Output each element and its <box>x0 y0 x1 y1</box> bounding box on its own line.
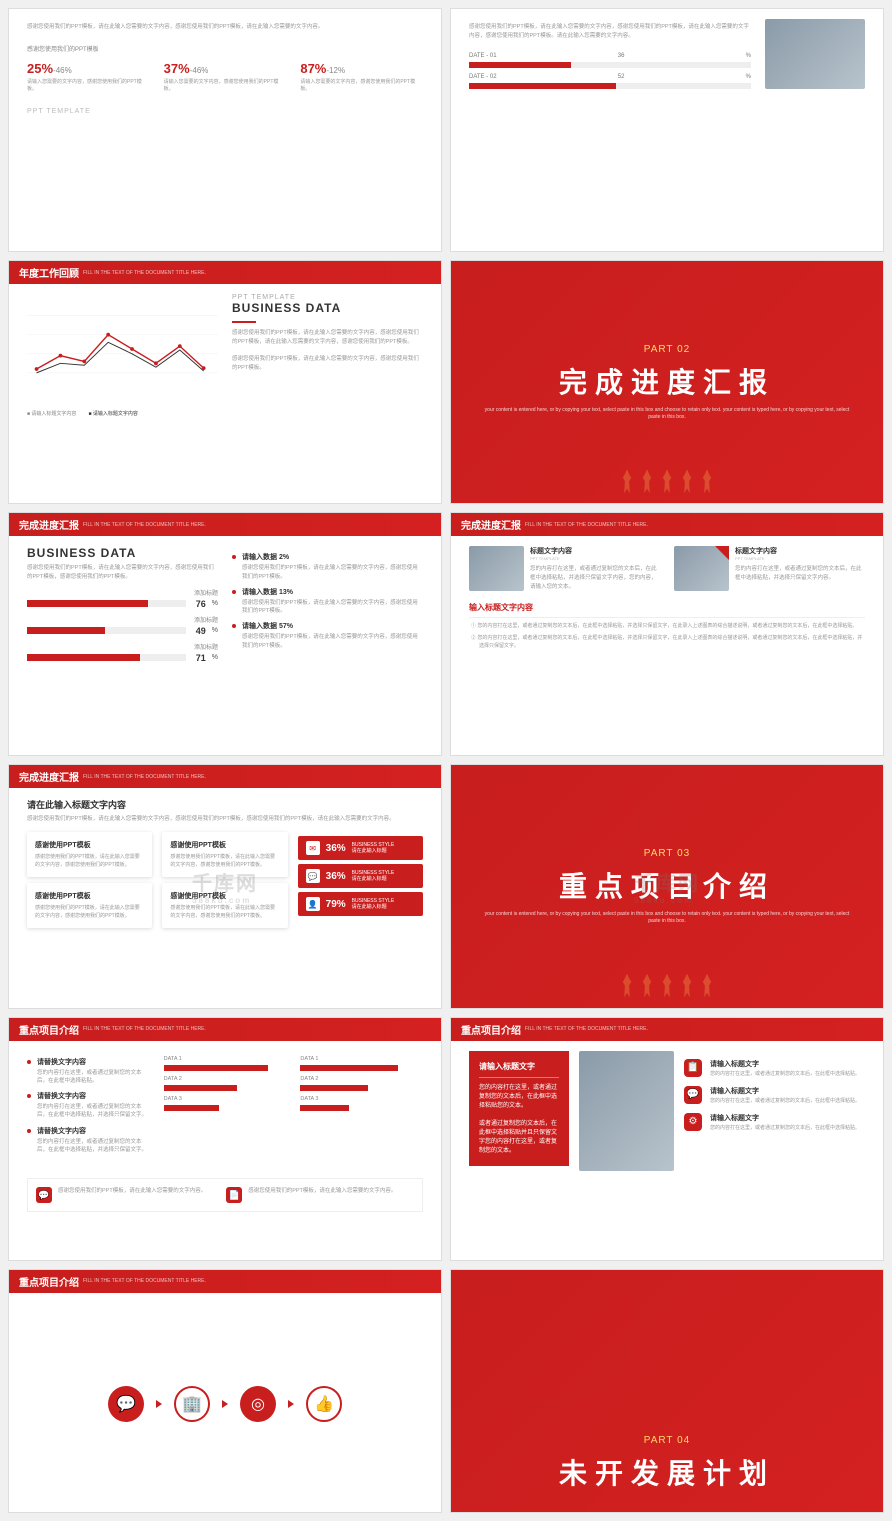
gear-icon: ⚙ <box>684 1113 702 1131</box>
desc: 感谢您使用我们的PPT模板，请在此输入您需要的文字内容，感谢您使用我们的PPT模… <box>469 23 751 41</box>
doc-icon: 📋 <box>684 1059 702 1077</box>
mail-icon: ✉ <box>306 841 320 855</box>
slide-9: 重点项目介绍FILL IN THE TEXT OF THE DOCUMENT T… <box>8 1017 442 1261</box>
slide-4-section: PART 02 完成进度汇报 your content is entered h… <box>450 260 884 504</box>
slide-1: 感谢您使用我们的PPT模板，请在此输入您需要的文字内容，感谢您使用我们的PPT模… <box>8 8 442 252</box>
chat-icon: 💬 <box>684 1086 702 1104</box>
image-placeholder <box>674 546 729 591</box>
user-icon: 👤 <box>306 897 320 911</box>
ppt-label: PPT TEMPLATE <box>27 108 423 115</box>
slide-12-section: PART 04 未开发展计划 <box>450 1269 884 1513</box>
image-placeholder <box>765 19 865 89</box>
image-placeholder <box>469 546 524 591</box>
slide-2: 感谢您使用我们的PPT模板，请在此输入您需要的文字内容，感谢您使用我们的PPT模… <box>450 8 884 252</box>
arrow-icon <box>288 1400 294 1408</box>
doc-icon: 📄 <box>226 1187 242 1203</box>
building-icon: 🏢 <box>174 1386 210 1422</box>
chat-icon: 💬 <box>36 1187 52 1203</box>
thumbs-icon: 👍 <box>306 1386 342 1422</box>
chat-icon: 💬 <box>306 869 320 883</box>
desc: 感谢您使用我们的PPT模板，请在此输入您需要的文字内容，感谢您使用我们的PPT模… <box>27 23 423 32</box>
stat-row: 25%-46%请输入您需要的文字内容，感谢您使用我们的PPT模板。 37%-46… <box>27 61 423 94</box>
thanks-label: 感谢您使用我们的PPT模板 <box>27 44 423 53</box>
target-icon: ◎ <box>240 1386 276 1422</box>
slide-6: 完成进度汇报FILL IN THE TEXT OF THE DOCUMENT T… <box>450 512 884 756</box>
arrow-icon <box>156 1400 162 1408</box>
slide-8-section: PART 03 重点项目介绍 your content is entered h… <box>450 764 884 1008</box>
line-chart <box>27 294 218 404</box>
slide-7: 完成进度汇报FILL IN THE TEXT OF THE DOCUMENT T… <box>8 764 442 1008</box>
slide-5: 完成进度汇报FILL IN THE TEXT OF THE DOCUMENT T… <box>8 512 442 756</box>
image-placeholder <box>579 1051 674 1171</box>
arrow-icon <box>222 1400 228 1408</box>
slide-3: 年度工作回顾FILL IN THE TEXT OF THE DOCUMENT T… <box>8 260 442 504</box>
slide-10: 重点项目介绍FILL IN THE TEXT OF THE DOCUMENT T… <box>450 1017 884 1261</box>
slide-grid: 感谢您使用我们的PPT模板，请在此输入您需要的文字内容，感谢您使用我们的PPT模… <box>0 0 892 1521</box>
slide-11: 重点项目介绍FILL IN THE TEXT OF THE DOCUMENT T… <box>8 1269 442 1513</box>
chat-icon: 💬 <box>108 1386 144 1422</box>
